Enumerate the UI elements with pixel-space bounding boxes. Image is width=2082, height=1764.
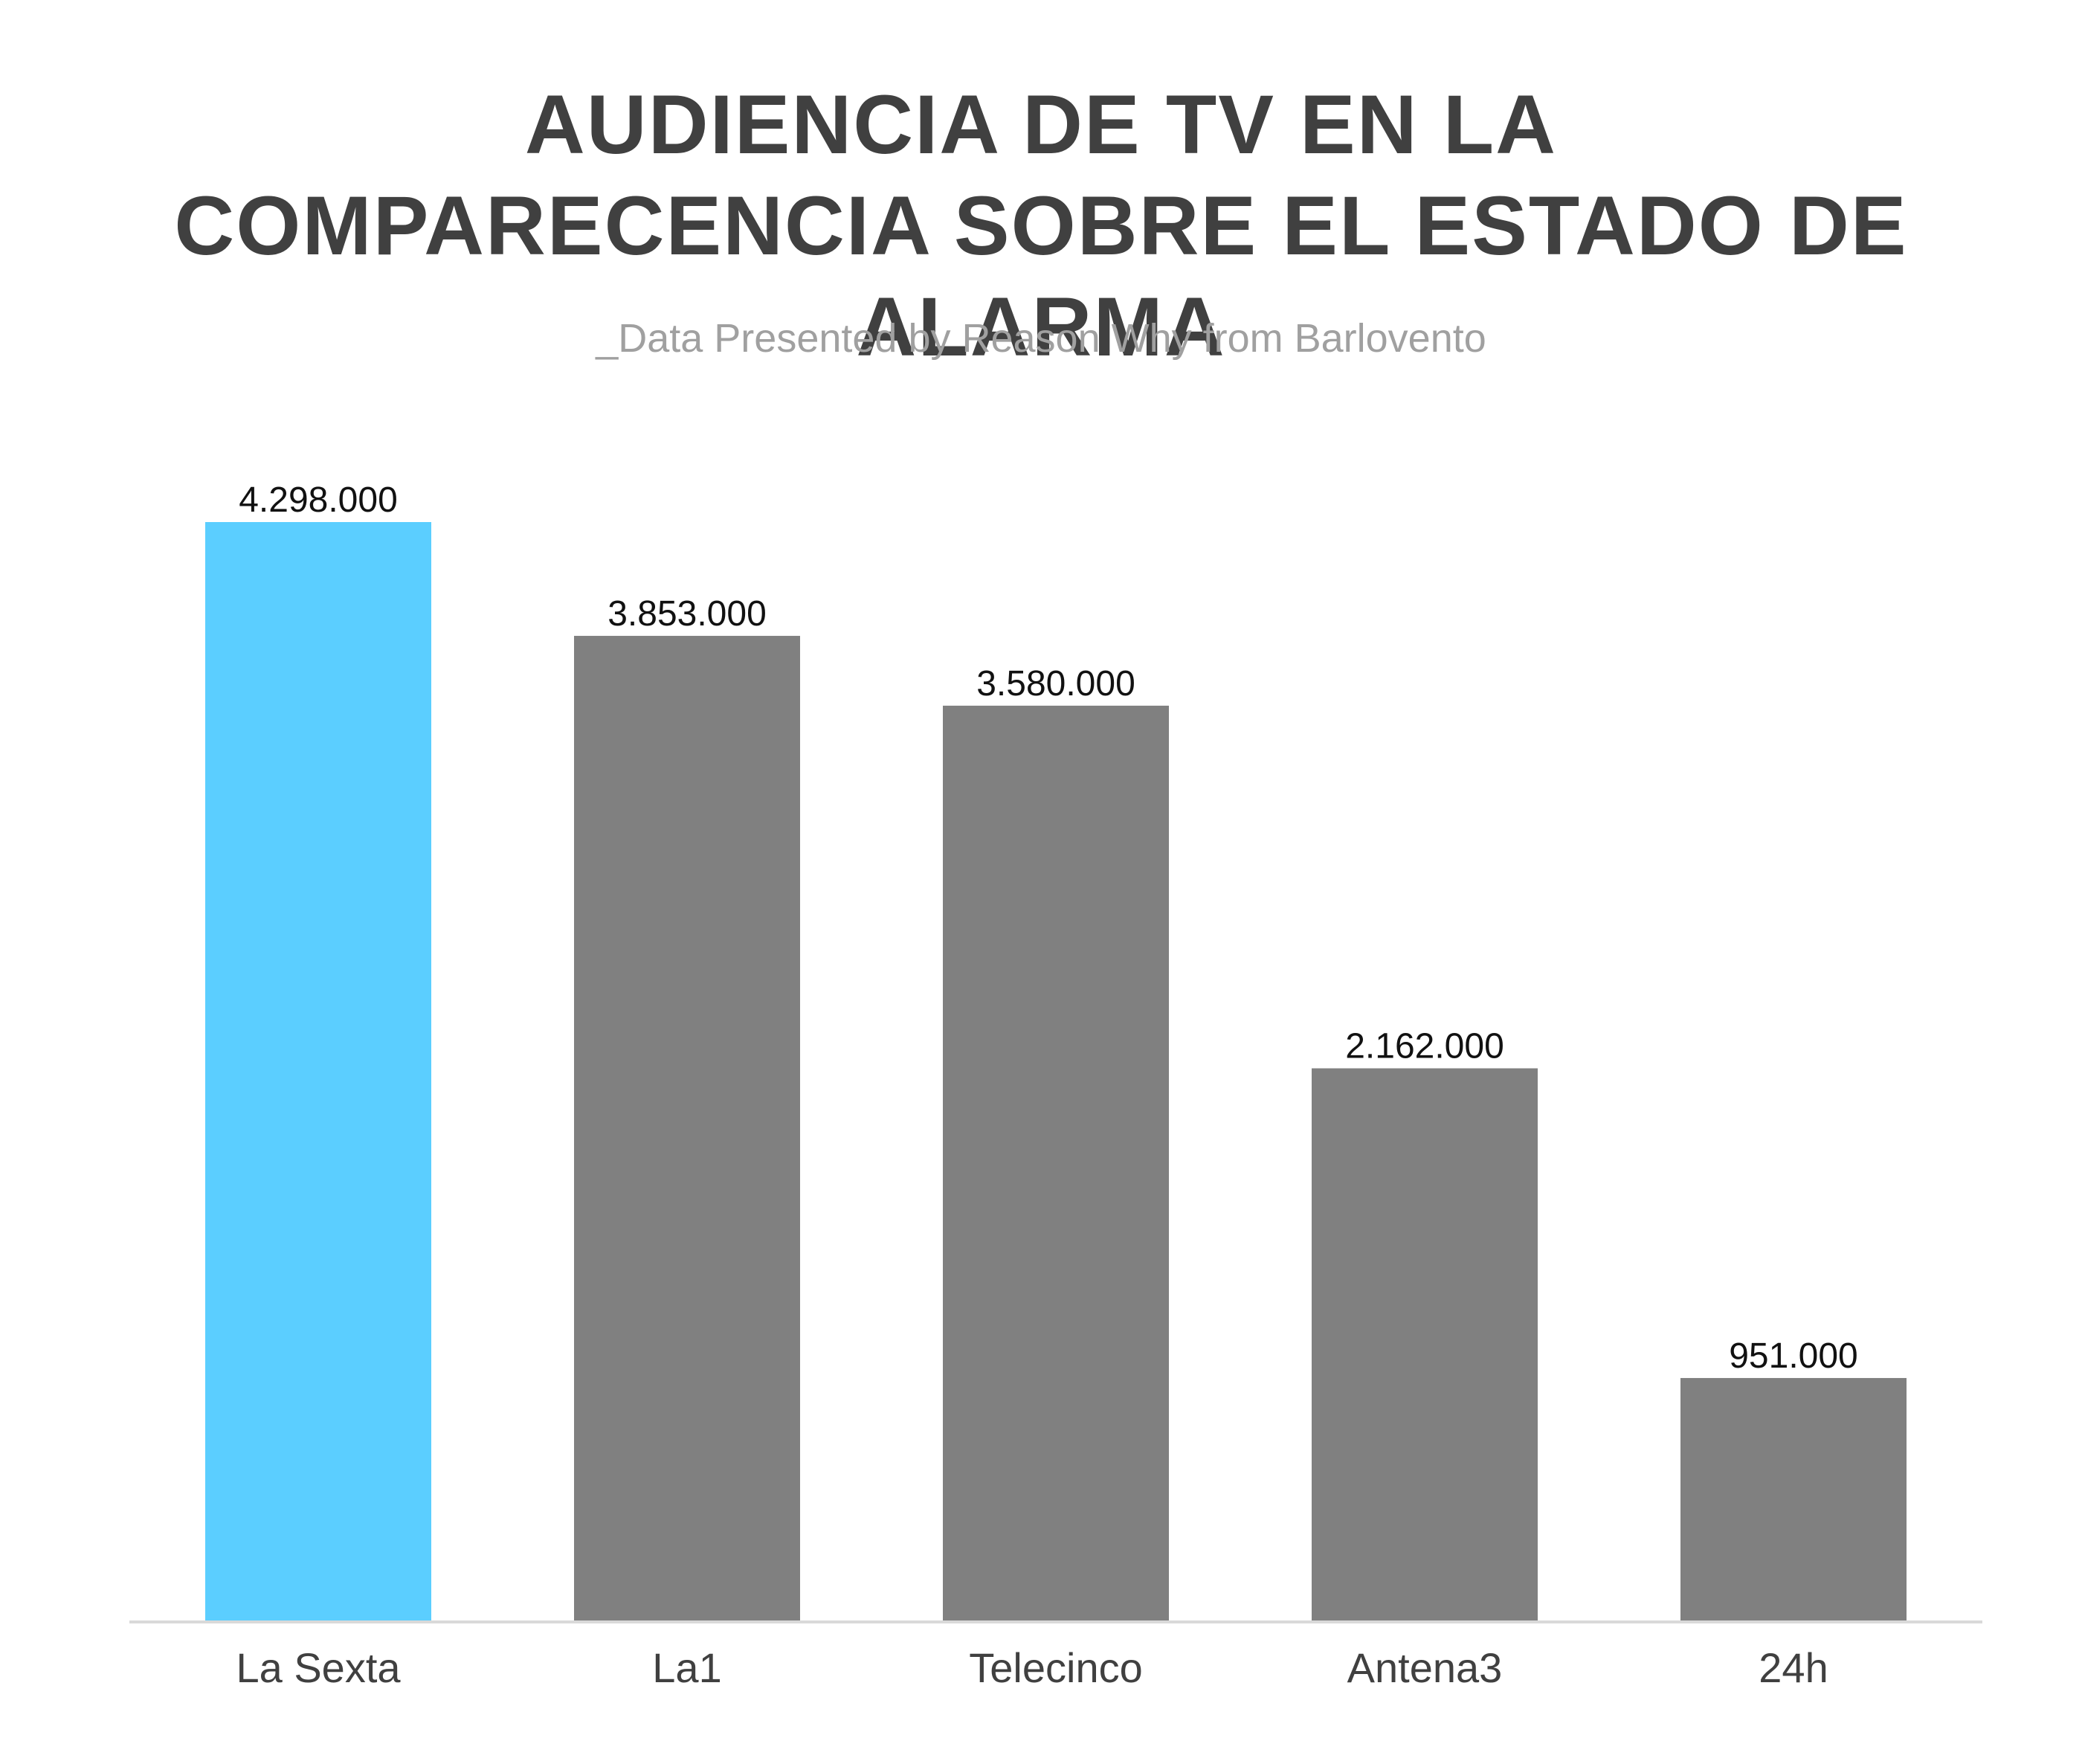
chart-subtitle: _Data Presented by Reason Why from Barlo… [596,316,1486,361]
chart-title: AUDIENCIA DE TV EN LA COMPARECENCIA SOBR… [174,78,1908,373]
bar-antena3 [1312,1068,1538,1621]
value-label-la-sexta: 4.298.000 [239,480,398,520]
category-label-24h: 24h [1759,1644,1828,1691]
bar-la-sexta [205,522,431,1621]
category-label-la1: La1 [652,1644,721,1691]
value-labels-group: 4.298.000 3.853.000 3.580.000 2.162.000 951.… [239,480,1858,1376]
value-label-telecinco: 3.580.000 [976,664,1135,704]
bar-24h [1680,1377,1907,1621]
category-label-la-sexta: La Sexta [236,1644,401,1691]
value-label-la1: 3.853.000 [607,594,767,634]
value-label-antena3: 2.162.000 [1345,1027,1504,1066]
bars-group [205,522,1907,1621]
value-label-24h: 951.000 [1729,1336,1858,1376]
category-label-telecinco: Telecinco [969,1644,1142,1691]
bar-telecinco [943,705,1169,1621]
category-labels-group: La Sexta La1 Telecinco Antena3 24h [236,1644,1828,1691]
category-label-antena3: Antena3 [1347,1644,1503,1691]
bar-la1 [574,636,800,1621]
